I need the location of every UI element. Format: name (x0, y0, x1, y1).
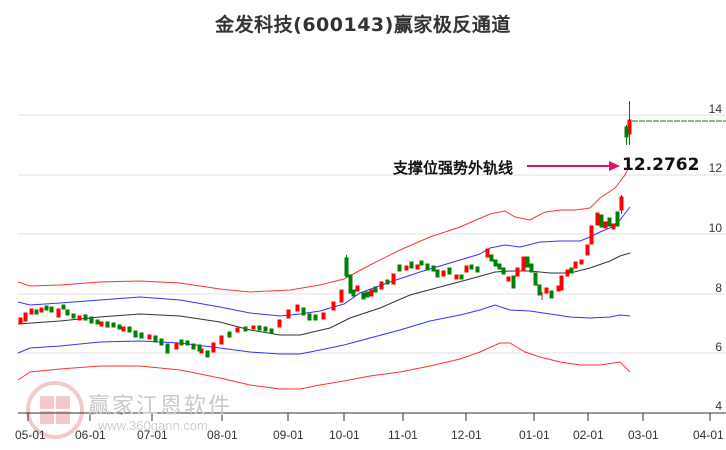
y-tick-10: 10 (709, 221, 723, 235)
y-tick-4: 4 (715, 399, 722, 413)
x-tick-label: 06-01 (75, 428, 106, 442)
annotation-value: 12.2762 (622, 155, 700, 175)
x-tick-label: 05-01 (15, 428, 46, 442)
x-tick-label: 01-01 (519, 428, 550, 442)
x-tick-label: 02-01 (573, 428, 604, 442)
y-tick-8: 8 (715, 281, 722, 295)
outer-upper-band (17, 164, 631, 293)
x-tick-label: 12-01 (451, 428, 482, 442)
chart-title: 金发科技(600143)赢家极反通道 (215, 14, 511, 36)
y-tick-6: 6 (715, 340, 722, 354)
watermark-logo (26, 381, 84, 439)
y-tick-12: 12 (709, 161, 723, 175)
watermark-url: www.360gann.com (98, 418, 208, 433)
x-tick-label: 04-01 (693, 428, 724, 442)
x-axis-labels: 05-01 06-01 07-01 08-01 09-01 10-01 11-0… (0, 428, 726, 446)
candlesticks (18, 101, 632, 358)
watermark-text: 赢家江恩软件 (88, 394, 233, 419)
x-tick-label: 08-01 (207, 428, 238, 442)
x-tick-label: 09-01 (273, 428, 304, 442)
x-tick-label: 10-01 (329, 428, 360, 442)
x-tick-label: 07-01 (137, 428, 168, 442)
x-tick-label: 11-01 (388, 428, 418, 442)
inner-lower-band (17, 304, 631, 355)
outer-lower-band (17, 342, 631, 390)
grid-lines (18, 114, 726, 354)
inner-upper-band (17, 206, 631, 317)
annotation-label: 支撑位强势外轨线 (393, 159, 514, 177)
x-axis (18, 412, 726, 421)
x-tick-label: 03-01 (628, 428, 659, 442)
y-axis-labels: 14 12 10 8 6 4 (709, 102, 723, 413)
annotation-arrow (527, 161, 620, 171)
y-tick-14: 14 (709, 102, 723, 116)
